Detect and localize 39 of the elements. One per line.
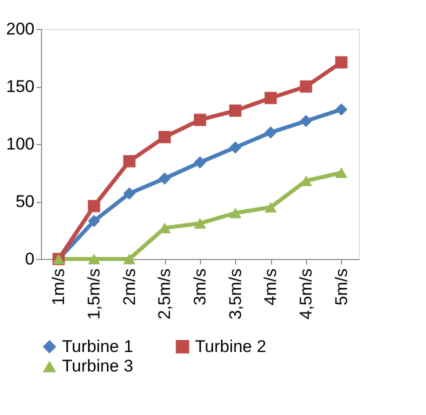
- x-tick-label: 4m/s: [261, 268, 280, 306]
- point: [264, 126, 277, 139]
- x-tick-label: 4,5m/s: [296, 268, 316, 320]
- legend-label: Turbine 3: [62, 356, 134, 376]
- y-tick-label: 50: [16, 192, 34, 211]
- legend-label: Turbine 1: [62, 336, 134, 356]
- y-tick-label: 0: [25, 250, 34, 268]
- point: [335, 103, 348, 116]
- x-tick-label: 2,5m/s: [155, 268, 174, 320]
- x-tick-label: 3m/s: [190, 268, 210, 306]
- point: [88, 200, 100, 212]
- point: [123, 155, 136, 168]
- y-tick-label: 150: [6, 77, 34, 96]
- point: [88, 214, 100, 228]
- x-tick-label: 2m/s: [120, 268, 139, 306]
- legend-label: Turbine 2: [195, 336, 266, 356]
- point: [300, 114, 312, 128]
- x-tick-label: 5m/s: [332, 268, 351, 306]
- point: [123, 187, 136, 200]
- point: [194, 114, 206, 126]
- x-tick-label: 1,5m/s: [84, 268, 104, 320]
- x-tick-label: 1m/s: [49, 268, 68, 306]
- y-tick-label: 200: [6, 20, 34, 38]
- point: [335, 167, 348, 178]
- point: [229, 208, 242, 218]
- point: [194, 156, 206, 169]
- y-tick-label: 100: [6, 134, 34, 154]
- point: [300, 80, 312, 93]
- x-tick-label: 3,5m/s: [226, 268, 245, 320]
- point: [229, 104, 242, 117]
- point: [264, 92, 277, 104]
- point: [194, 218, 206, 229]
- point: [88, 254, 100, 264]
- point: [123, 254, 136, 264]
- point: [264, 202, 277, 213]
- point: [158, 130, 171, 144]
- point: [158, 172, 171, 185]
- point: [335, 56, 348, 68]
- point: [229, 141, 242, 154]
